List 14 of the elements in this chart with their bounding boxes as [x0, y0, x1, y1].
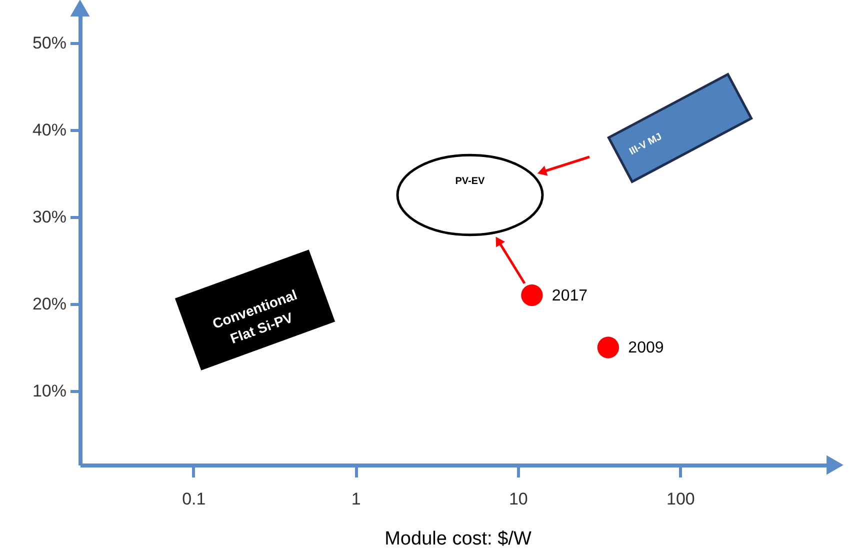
y-tick-label: 40% [32, 120, 66, 140]
y-tick-label: 20% [32, 294, 66, 314]
x-tick-label: 100 [666, 490, 695, 508]
annotation: 2009 [628, 339, 664, 356]
y-tick-label: 10% [32, 382, 66, 401]
x-axis-title: Module cost: $/W [384, 528, 532, 550]
y-tick-label: 30% [32, 207, 66, 226]
annotation: 2017 [552, 287, 588, 304]
y-tick-label: 50% [32, 33, 66, 52]
x-tick-label: 1 [351, 490, 361, 508]
x-tick-label: 0.1 [182, 490, 206, 508]
annotation: PV-EV [455, 176, 486, 187]
x-tick-label: 10 [508, 490, 528, 508]
annotation: III-V MJ [628, 131, 664, 158]
